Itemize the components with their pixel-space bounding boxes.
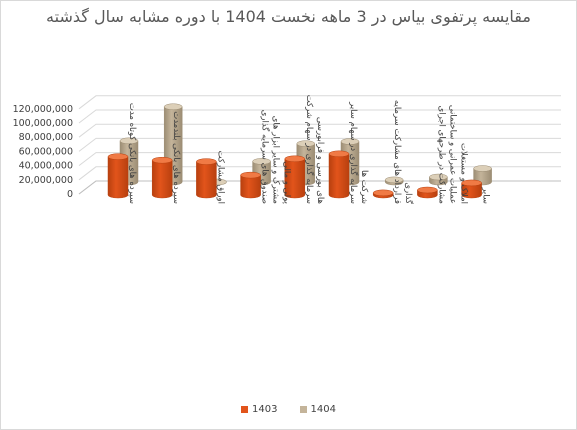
legend-item-1403: 1403 <box>241 404 278 415</box>
bar-1403-7 <box>417 186 438 199</box>
y-tick-label: 0 <box>67 189 73 200</box>
floor-edge <box>78 180 561 195</box>
bar-1404-8-cap <box>473 165 492 172</box>
bar-1404-6 <box>384 176 404 186</box>
bar-1403-6 <box>372 189 394 199</box>
chart-plot: 0 20,000,000 40,000,000 60,000,000 80,000,00… <box>13 95 561 205</box>
bar-1404-6-cap <box>384 176 404 184</box>
legend-label-1403: 1403 <box>252 404 278 415</box>
bar-1404-5-cap <box>340 138 360 145</box>
gridline <box>78 152 561 166</box>
bar-1404-4-cap <box>296 140 316 147</box>
bar-1403-3 <box>240 171 261 199</box>
x-tick-label-line: عملیات عمرانی و ساختمانی <box>447 105 457 204</box>
x-tick-label: سرمایه گذاری در سهام شرکتهای بورسی و فرا… <box>304 95 325 204</box>
x-tick-label-line: اوراق مشارکت <box>215 151 225 204</box>
y-tick-label: 60,000,000 <box>19 146 73 157</box>
legend: 1403 1404 <box>1 404 576 415</box>
bar-1403-4-body <box>284 158 306 199</box>
bar-1404-7 <box>429 173 448 186</box>
x-tick-label-line: قرارداد های مشارکت سرمایه <box>392 100 402 204</box>
bar-1404-0-cap <box>119 137 139 145</box>
y-tick-label: 20,000,000 <box>19 175 73 186</box>
gridline <box>78 166 561 181</box>
bar-1404-3-cap <box>252 158 271 165</box>
x-tick-label: سپرده های بانکی بلندمدت <box>171 111 181 204</box>
bar-1403-3-body <box>240 174 261 199</box>
x-tick-label: سپرده های بانکی کوتاه مدت <box>127 103 137 204</box>
y-tick-label: 120,000,000 <box>13 104 73 115</box>
x-tick-label-line: سایر <box>481 186 491 204</box>
x-tick-label-line: گذاری <box>403 182 414 205</box>
x-tick-label: قرارداد های مشارکت سرمایهگذاری <box>392 100 414 205</box>
bar-1403-2-cap <box>196 158 217 165</box>
bar-1403-6-cap <box>372 189 394 197</box>
bar-1403-8-body <box>461 182 482 199</box>
y-tick-label: 40,000,000 <box>19 161 73 172</box>
bar-1403-5-body <box>328 153 350 199</box>
legend-item-1404: 1404 <box>299 404 336 415</box>
x-tick-label-line: سرمایه گذاری در سهام شرکت <box>304 95 315 204</box>
bar-1403-2 <box>196 158 217 199</box>
x-tick-label-line: صندوق های سرمایه گذاری <box>260 110 271 204</box>
bar-1404-1-cap <box>163 103 183 110</box>
x-tick-label-line: املاک و مستغلات <box>458 143 468 204</box>
gridline <box>78 137 561 152</box>
bar-1403-0-cap <box>107 153 129 160</box>
legend-swatch-1404 <box>299 406 307 413</box>
gridline <box>78 95 561 110</box>
bar-1403-3-cap <box>240 171 261 179</box>
chart-title: مقایسه پرتفوی بیاس در 3 ماهه نخست 1404 ب… <box>46 7 531 26</box>
y-tick-label: 100,000,000 <box>13 118 73 129</box>
x-tick-label-line: های بورسی و فرابورسی <box>315 117 325 204</box>
y-tick-label: 80,000,000 <box>19 132 73 143</box>
bar-1404-7-cap <box>429 173 448 181</box>
bar-1403-8-cap <box>461 179 482 187</box>
bar-1403-0-body <box>107 156 129 199</box>
x-tick-label: سایر <box>481 186 491 204</box>
x-tick-label: سرمایه گذاری در سهام سایرشرکت ها <box>348 101 369 204</box>
x-tick-label: اوراق مشارکت <box>215 151 225 204</box>
x-tick-label-line: سپرده های بانکی بلندمدت <box>171 111 181 204</box>
x-tick-label: مشارکت در طرحهای اجرایعملیات عمرانی و سا… <box>436 105 468 204</box>
x-tick-label-line: شرکت ها <box>359 170 369 204</box>
bar-1403-2-body <box>196 161 217 199</box>
x-tick-label-line: مشترک و سایر ابزار های <box>271 116 281 204</box>
bar-1403-0 <box>107 153 129 199</box>
bar-1403-8 <box>461 179 482 199</box>
bar-1403-5 <box>328 150 350 199</box>
bar-1403-1 <box>151 156 173 199</box>
x-tick-label-line: مشارکت در طرحهای اجرای <box>436 106 446 204</box>
bar-1403-1-cap <box>151 156 173 164</box>
bar-1403-5-cap <box>328 150 350 158</box>
x-tick-label-line: پولی و مالی <box>282 161 292 204</box>
gridline <box>78 109 561 124</box>
x-tick-label: صندوق های سرمایه گذاریمشترک و سایر ابزار… <box>260 110 292 205</box>
x-tick-label-line: سرمایه گذاری در سهام سایر <box>348 101 359 204</box>
x-tick-label-line: سپرده های بانکی کوتاه مدت <box>127 103 137 204</box>
bar-1403-4 <box>284 155 306 199</box>
bar-1403-1-body <box>151 159 173 199</box>
legend-label-1404: 1404 <box>310 404 336 415</box>
gridline <box>78 123 561 138</box>
bar-1403-4-cap <box>284 155 306 163</box>
legend-swatch-1403 <box>241 406 249 413</box>
bar-1403-7-cap <box>417 186 438 194</box>
